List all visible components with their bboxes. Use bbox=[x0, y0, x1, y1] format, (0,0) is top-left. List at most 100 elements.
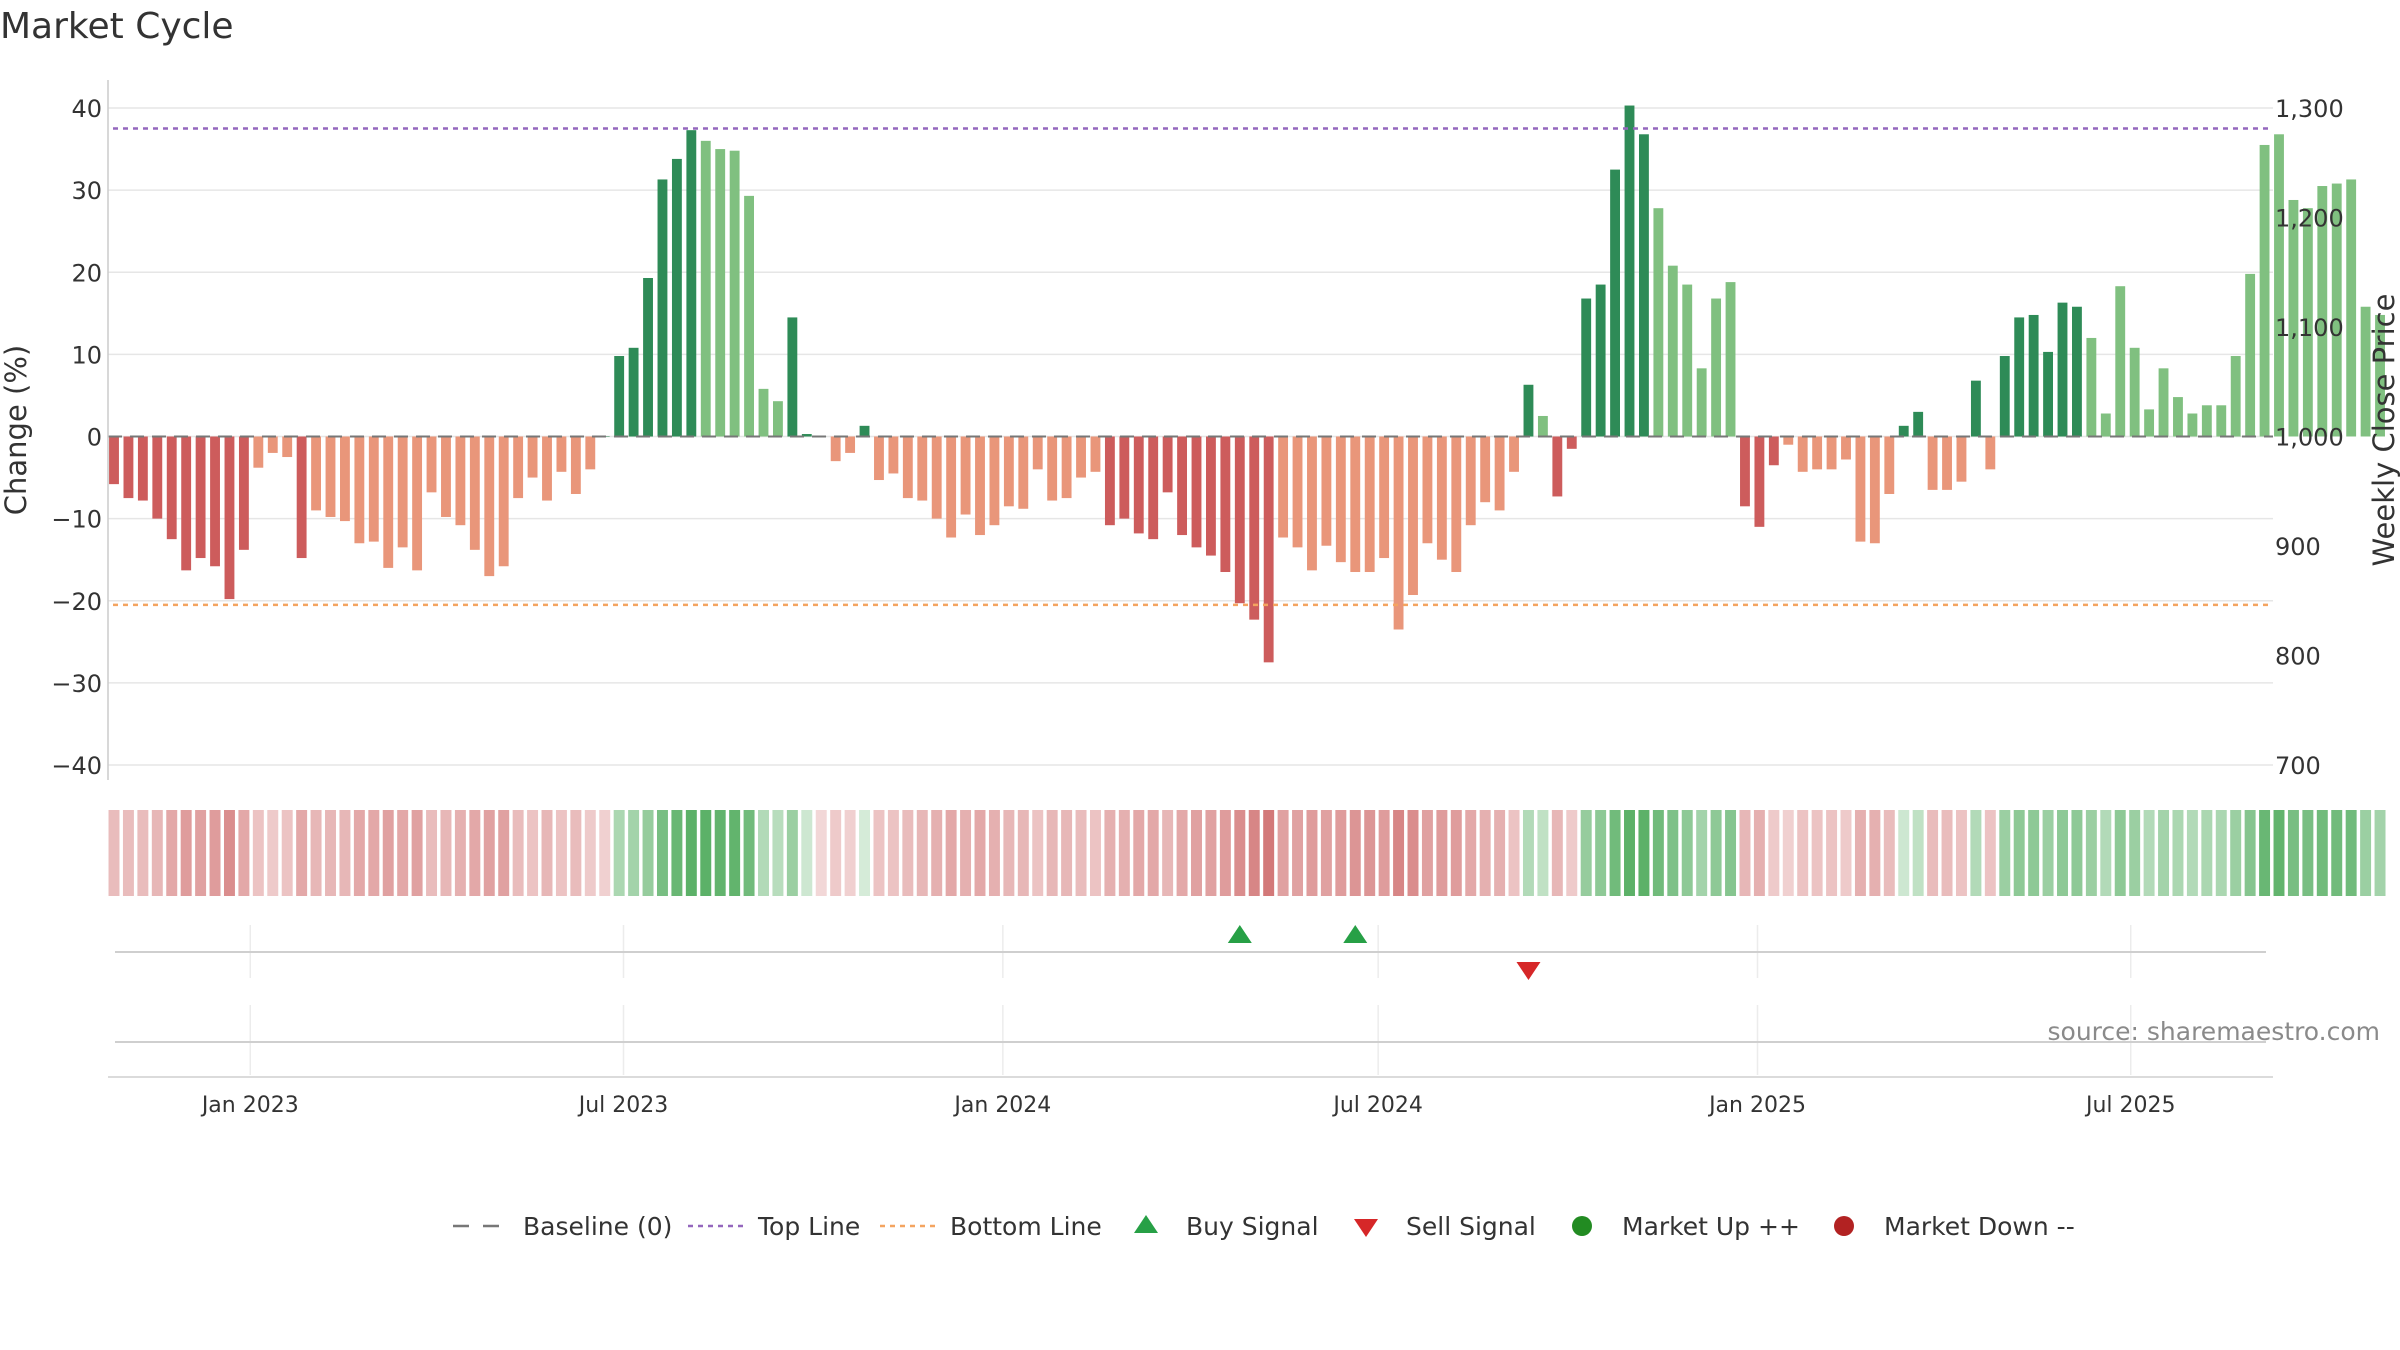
heat-cell bbox=[2331, 810, 2343, 896]
change-bar bbox=[152, 436, 163, 519]
heat-cell bbox=[2345, 810, 2357, 896]
change-bar bbox=[744, 195, 754, 437]
change-bar bbox=[2187, 413, 2198, 437]
heat-cell bbox=[1133, 810, 1145, 896]
change-bar bbox=[1133, 436, 1144, 534]
change-bar bbox=[1711, 298, 1722, 437]
heat-cell bbox=[281, 810, 293, 896]
change-bar bbox=[2014, 317, 2025, 437]
change-bar bbox=[2086, 337, 2097, 437]
change-bar bbox=[946, 436, 957, 538]
heat-cell bbox=[671, 810, 683, 896]
change-bar bbox=[397, 436, 408, 548]
heat-cell bbox=[801, 810, 813, 896]
change-bar bbox=[109, 436, 119, 485]
heat-cell bbox=[1811, 810, 1823, 896]
change-bar bbox=[715, 149, 726, 437]
legend-item-bottom: Bottom Line bbox=[880, 1212, 1102, 1241]
change-bar bbox=[1278, 436, 1289, 538]
heat-cell bbox=[2259, 810, 2271, 896]
change-bar bbox=[1913, 411, 1924, 437]
change-bar bbox=[1220, 436, 1231, 573]
change-bar bbox=[874, 436, 884, 481]
change-bar bbox=[917, 436, 928, 501]
chart-title: Market Cycle bbox=[0, 6, 234, 47]
heat-cell bbox=[1854, 810, 1866, 896]
x-tick-label: Jan 2024 bbox=[952, 1093, 1051, 1118]
heat-cell bbox=[1941, 810, 1953, 896]
x-tick-label: Jan 2023 bbox=[200, 1093, 299, 1118]
heat-cell bbox=[1450, 810, 1462, 896]
heat-cell bbox=[325, 810, 336, 896]
change-bar bbox=[2072, 306, 2082, 437]
legend-item-market_up: Market Up ++ bbox=[1572, 1212, 1800, 1241]
change-bar bbox=[1191, 436, 1202, 548]
heat-cell bbox=[2186, 810, 2198, 896]
change-bar bbox=[1436, 436, 1447, 560]
heat-cell bbox=[2273, 810, 2285, 896]
change-bar bbox=[2043, 351, 2053, 437]
sell-signal-marker bbox=[1516, 962, 1541, 980]
heat-cell bbox=[2230, 810, 2242, 896]
heat-cell bbox=[1609, 810, 1621, 896]
heat-cell bbox=[613, 810, 625, 896]
heat-cell bbox=[1378, 810, 1390, 896]
change-bar bbox=[975, 436, 985, 536]
heat-cell bbox=[1883, 810, 1895, 896]
heat-cell bbox=[1393, 810, 1405, 896]
change-bar bbox=[383, 436, 394, 568]
heat-cell bbox=[1725, 810, 1737, 896]
heat-cell bbox=[1522, 810, 1534, 896]
heat-cell bbox=[1739, 810, 1751, 896]
change-bar bbox=[1032, 436, 1043, 470]
change-bar bbox=[686, 130, 697, 437]
heat-cell bbox=[1927, 810, 1939, 896]
change-bar bbox=[2028, 314, 2039, 437]
change-bar bbox=[2144, 409, 2155, 437]
change-bar bbox=[1465, 436, 1476, 526]
heat-cell bbox=[830, 810, 842, 896]
change-bar bbox=[1509, 436, 1519, 472]
change-bar bbox=[484, 436, 495, 577]
x-tick-label: Jan 2025 bbox=[1707, 1093, 1806, 1118]
change-bar bbox=[2201, 405, 2212, 437]
change-bar bbox=[1841, 436, 1851, 460]
heat-cell bbox=[743, 810, 755, 896]
y-tick-label: −10 bbox=[51, 506, 102, 534]
change-bar bbox=[137, 436, 148, 501]
change-bar bbox=[859, 425, 870, 437]
change-bar bbox=[1292, 436, 1303, 548]
heat-cell bbox=[2028, 810, 2040, 896]
heat-cell bbox=[1782, 810, 1794, 896]
buy-signal-marker bbox=[1343, 925, 1368, 943]
heat-cell bbox=[1263, 810, 1275, 896]
heat-cell bbox=[1984, 810, 1996, 896]
change-bar bbox=[1249, 436, 1260, 620]
heat-cell bbox=[1118, 810, 1130, 896]
heat-cell bbox=[656, 810, 668, 896]
change-bar bbox=[931, 436, 942, 519]
change-bar bbox=[1927, 436, 1938, 490]
heat-cell bbox=[1681, 810, 1693, 896]
change-bar bbox=[1696, 368, 1707, 437]
heat-cell bbox=[267, 810, 279, 896]
change-bar bbox=[614, 356, 625, 437]
legend-item-market_down: Market Down -- bbox=[1834, 1212, 2075, 1241]
heat-cell bbox=[570, 810, 582, 896]
gridlines bbox=[108, 107, 2273, 766]
heat-cell bbox=[1537, 810, 1549, 896]
heat-cell bbox=[1407, 810, 1419, 896]
change-bars bbox=[109, 105, 2385, 663]
change-bar bbox=[1610, 169, 1620, 437]
change-bar bbox=[1653, 208, 1664, 437]
change-bar bbox=[2375, 314, 2385, 437]
heat-cell bbox=[2129, 810, 2141, 896]
heat-cell bbox=[700, 810, 712, 896]
heat-cell bbox=[223, 810, 235, 896]
change-bar bbox=[1754, 436, 1765, 527]
heat-cell bbox=[1436, 810, 1448, 896]
change-bar bbox=[210, 436, 220, 567]
change-bar bbox=[2230, 356, 2241, 437]
heat-cell bbox=[1595, 810, 1607, 896]
change-bar bbox=[1018, 436, 1029, 509]
